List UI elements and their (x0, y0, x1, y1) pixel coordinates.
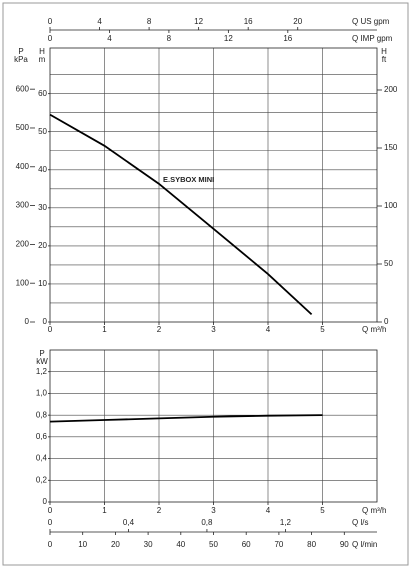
curve (49, 414, 323, 423)
y3-tick-label: 600 (16, 84, 30, 93)
x-axis-label: Q m³/h (362, 325, 386, 334)
x-tick-label: 4 (266, 506, 271, 515)
x2-tick-label: 1,2 (280, 518, 292, 527)
x-tick-label: 5 (320, 325, 325, 334)
x3-tick-label: 30 (144, 540, 153, 549)
x3-tick-label: 12 (224, 34, 233, 43)
x3-tick-label: 50 (209, 540, 218, 549)
y-tick-label: 0,6 (36, 432, 48, 441)
y-axis-label: H (39, 47, 45, 56)
y-tick-label: 0,4 (36, 454, 48, 463)
x-tick-label: 0 (48, 506, 53, 515)
series-label: E.SYBOX MINI (163, 175, 214, 184)
y3-tick-label: 100 (16, 278, 30, 287)
x3-tick-label: 8 (167, 34, 172, 43)
y-tick-label: 1,0 (36, 389, 48, 398)
x-tick-label: 1 (102, 325, 107, 334)
x3-axis-label: Q IMP gpm (352, 34, 393, 43)
y2-tick-label: 100 (384, 201, 398, 210)
x3-tick-label: 40 (176, 540, 185, 549)
y-tick-label: 0,2 (36, 475, 48, 484)
y3-axis-label: P (18, 47, 23, 56)
x3-tick-label: 0 (48, 540, 53, 549)
x-tick-label: 0 (48, 325, 53, 334)
y-tick-label: 20 (38, 241, 47, 250)
x-tick-label: 5 (320, 506, 325, 515)
y-tick-label: 50 (38, 127, 47, 136)
x3-tick-label: 60 (242, 540, 251, 549)
x3-tick-label: 20 (111, 540, 120, 549)
x-tick-label: 3 (211, 325, 216, 334)
y-tick-label: 60 (38, 89, 47, 98)
y2-axis-unit: ft (382, 55, 387, 64)
y-tick-label: 40 (38, 165, 47, 174)
x-tick-label: 2 (157, 325, 162, 334)
x3-tick-label: 0 (48, 34, 53, 43)
x-axis-label: Q m³/h (362, 506, 386, 515)
x3-tick-label: 80 (307, 540, 316, 549)
x2-tick-label: 0 (48, 518, 53, 527)
y3-tick-label: 200 (16, 239, 30, 248)
y-tick-label: 10 (38, 279, 47, 288)
x-tick-label: 3 (211, 506, 216, 515)
y-axis-unit: kW (36, 357, 48, 366)
y-axis-label: P (39, 349, 44, 358)
y3-tick-label: 400 (16, 162, 30, 171)
y3-tick-label: 0 (25, 317, 30, 326)
y3-tick-label: 300 (16, 201, 30, 210)
y2-tick-label: 200 (384, 85, 398, 94)
curve (49, 113, 313, 316)
x2-tick-label: 0 (48, 17, 53, 26)
x3-tick-label: 10 (78, 540, 87, 549)
x2-axis-label: Q US gpm (352, 17, 390, 26)
y2-tick-label: 50 (384, 259, 393, 268)
x-tick-label: 2 (157, 506, 162, 515)
frame (2, 2, 409, 566)
y2-tick-label: 150 (384, 143, 398, 152)
y2-tick-label: 0 (384, 317, 389, 326)
y3-tick-label: 500 (16, 123, 30, 132)
y3-axis-unit: kPa (14, 55, 28, 64)
x2-tick-label: 12 (194, 17, 203, 26)
x2-axis-label: Q l/s (352, 518, 368, 527)
x-tick-label: 4 (266, 325, 271, 334)
x3-tick-label: 90 (340, 540, 349, 549)
x3-tick-label: 70 (274, 540, 283, 549)
x2-tick-label: 20 (293, 17, 302, 26)
y-tick-label: 0 (43, 497, 48, 506)
y-tick-label: 30 (38, 203, 47, 212)
y2-axis-label: H (381, 47, 387, 56)
y-tick-label: 0,8 (36, 410, 48, 419)
x2-tick-label: 8 (147, 17, 152, 26)
x2-tick-label: 0,8 (201, 518, 213, 527)
x2-tick-label: 16 (244, 17, 253, 26)
x3-axis-label: Q l/min (352, 540, 377, 549)
x2-tick-label: 0,4 (123, 518, 135, 527)
y-tick-label: 0 (43, 317, 48, 326)
x-tick-label: 1 (102, 506, 107, 515)
y-tick-label: 1,2 (36, 367, 48, 376)
y-axis-unit: m (39, 55, 46, 64)
x3-tick-label: 16 (283, 34, 292, 43)
x2-tick-label: 4 (97, 17, 102, 26)
x3-tick-label: 4 (107, 34, 112, 43)
